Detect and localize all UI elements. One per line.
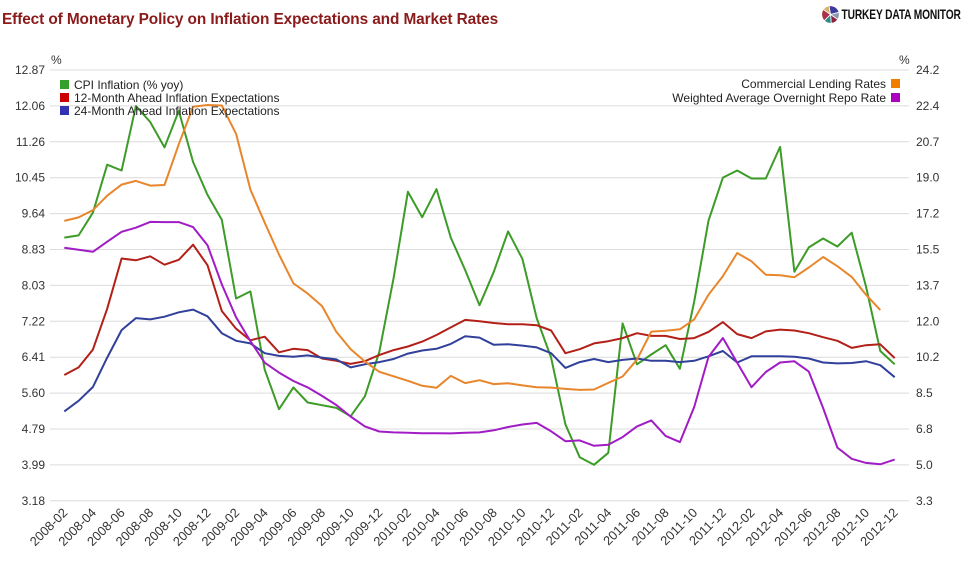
svg-text:12.0: 12.0 xyxy=(916,314,940,328)
svg-text:%: % xyxy=(51,53,62,67)
svg-text:Weighted Average Overnight Rep: Weighted Average Overnight Repo Rate xyxy=(672,91,886,105)
svg-text:3.3: 3.3 xyxy=(916,494,933,508)
svg-text:6.41: 6.41 xyxy=(22,350,46,364)
svg-text:Commercial Lending Rates: Commercial Lending Rates xyxy=(741,77,886,91)
svg-text:6.8: 6.8 xyxy=(916,422,933,436)
svg-text:19.0: 19.0 xyxy=(916,171,940,185)
svg-text:11.26: 11.26 xyxy=(16,135,45,149)
svg-text:8.5: 8.5 xyxy=(916,386,933,400)
svg-text:CPI Inflation (% yoy): CPI Inflation (% yoy) xyxy=(74,78,183,92)
svg-text:15.5: 15.5 xyxy=(916,243,940,257)
svg-text:13.7: 13.7 xyxy=(916,278,940,292)
svg-text:TURKEY DATA MONITOR: TURKEY DATA MONITOR xyxy=(842,6,962,22)
svg-text:Effect of Monetary Policy on I: Effect of Monetary Policy on Inflation E… xyxy=(2,11,498,28)
svg-text:24.2: 24.2 xyxy=(916,63,940,77)
svg-text:3.18: 3.18 xyxy=(22,494,46,508)
svg-text:17.2: 17.2 xyxy=(916,207,940,221)
svg-text:22.4: 22.4 xyxy=(916,99,940,113)
svg-text:%: % xyxy=(899,53,910,67)
svg-text:10.2: 10.2 xyxy=(916,350,940,364)
svg-text:20.7: 20.7 xyxy=(916,135,940,149)
svg-text:5.0: 5.0 xyxy=(916,458,933,472)
svg-text:24-Month Ahead Inflation Expec: 24-Month Ahead Inflation Expectations xyxy=(74,104,279,118)
svg-text:7.22: 7.22 xyxy=(22,314,46,328)
svg-text:12-Month Ahead Inflation Expec: 12-Month Ahead Inflation Expectations xyxy=(74,91,279,105)
svg-text:9.64: 9.64 xyxy=(22,207,46,221)
svg-text:12.87: 12.87 xyxy=(15,63,45,77)
svg-text:10.45: 10.45 xyxy=(15,171,45,185)
svg-text:12.06: 12.06 xyxy=(15,99,45,113)
svg-text:5.60: 5.60 xyxy=(22,386,46,400)
svg-text:8.03: 8.03 xyxy=(22,278,46,292)
svg-text:3.99: 3.99 xyxy=(22,458,46,472)
svg-text:4.79: 4.79 xyxy=(22,422,46,436)
svg-text:8.83: 8.83 xyxy=(22,243,46,257)
